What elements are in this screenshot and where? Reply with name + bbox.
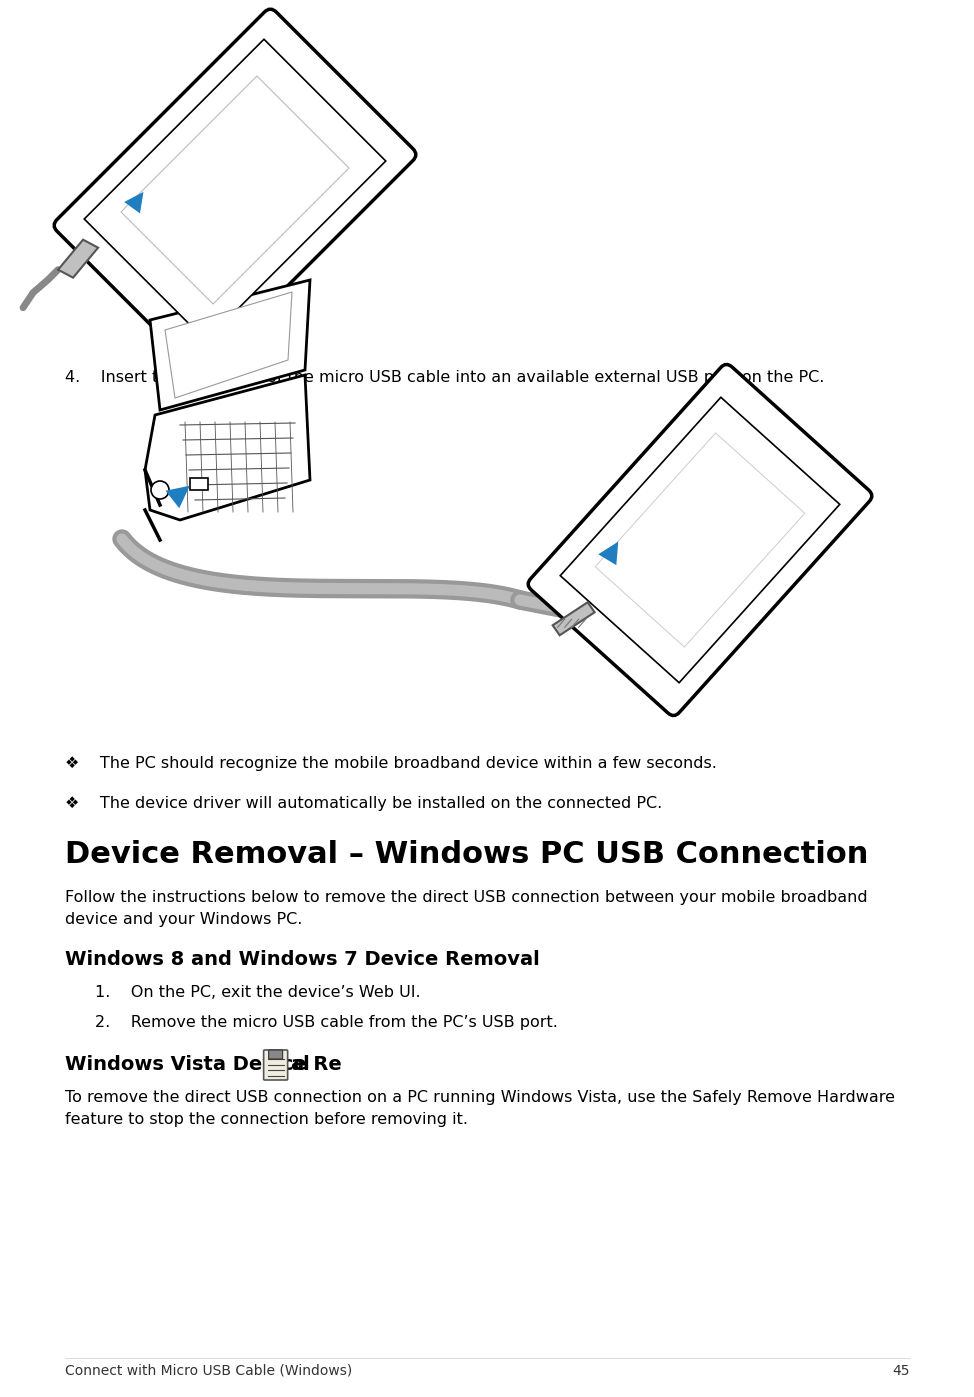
Bar: [121, 75, 349, 305]
Text: device and your Windows PC.: device and your Windows PC.: [65, 912, 302, 928]
Bar: [560, 397, 840, 683]
Polygon shape: [165, 292, 292, 398]
Text: ❖    The PC should recognize the mobile broadband device within a few seconds.: ❖ The PC should recognize the mobile bro…: [65, 756, 717, 771]
Text: 1.    On the PC, exit the device’s Web UI.: 1. On the PC, exit the device’s Web UI.: [95, 985, 421, 1000]
Text: Windows 8 and Windows 7 Device Removal: Windows 8 and Windows 7 Device Removal: [65, 950, 540, 970]
Bar: [84, 39, 386, 341]
Text: ❖    The device driver will automatically be installed on the connected PC.: ❖ The device driver will automatically b…: [65, 796, 662, 812]
Text: Connect with Micro USB Cable (Windows): Connect with Micro USB Cable (Windows): [65, 1363, 353, 1377]
FancyBboxPatch shape: [55, 10, 416, 370]
FancyBboxPatch shape: [264, 1051, 287, 1080]
Text: al: al: [289, 1055, 310, 1074]
Text: Device Removal – Windows PC USB Connection: Device Removal – Windows PC USB Connecti…: [65, 840, 869, 869]
Polygon shape: [58, 240, 98, 278]
Text: Windows Vista Device Re: Windows Vista Device Re: [65, 1055, 342, 1074]
Text: Follow the instructions below to remove the direct USB connection between your m: Follow the instructions below to remove …: [65, 890, 868, 905]
FancyBboxPatch shape: [269, 1051, 282, 1059]
Text: feature to stop the connection before removing it.: feature to stop the connection before re…: [65, 1112, 468, 1127]
Polygon shape: [145, 374, 310, 520]
Bar: [595, 433, 805, 647]
Text: 2.    Remove the micro USB cable from the PC’s USB port.: 2. Remove the micro USB cable from the P…: [95, 1016, 558, 1030]
FancyBboxPatch shape: [528, 365, 872, 715]
Bar: [190, 478, 208, 490]
Circle shape: [151, 481, 169, 499]
Polygon shape: [150, 279, 310, 409]
Polygon shape: [552, 602, 595, 636]
Text: 4.    Insert the other end of the micro USB cable into an available external USB: 4. Insert the other end of the micro USB…: [65, 370, 824, 386]
Text: 45: 45: [892, 1363, 910, 1377]
Text: To remove the direct USB connection on a PC running Windows Vista, use the Safel: To remove the direct USB connection on a…: [65, 1090, 895, 1105]
